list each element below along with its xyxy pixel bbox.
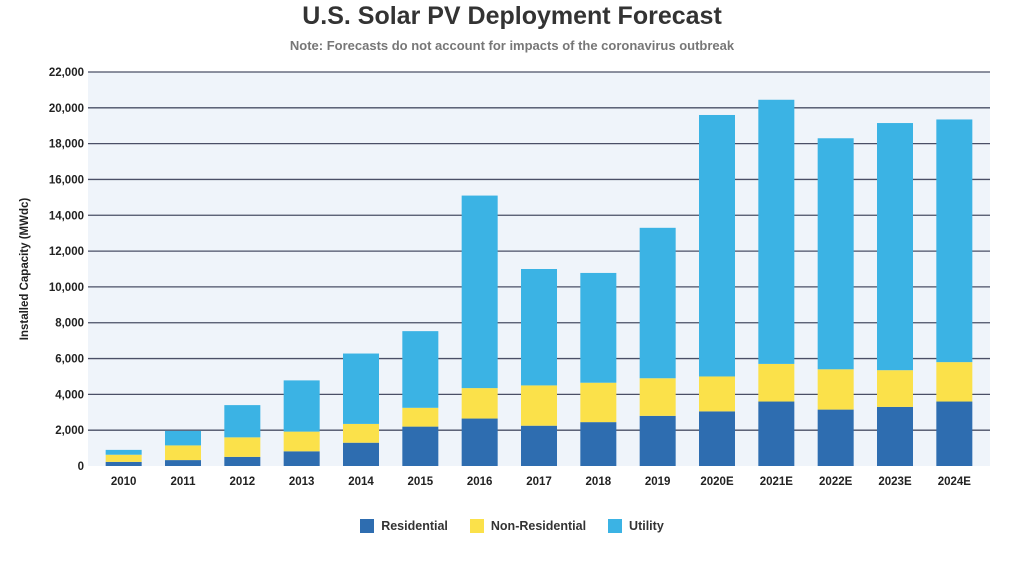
- y-tick-label: 8,000: [55, 318, 84, 330]
- bar-non-residential: [224, 437, 261, 457]
- legend-label: Non-Residential: [490, 519, 587, 533]
- bar-residential: [817, 409, 854, 466]
- bar-utility: [877, 123, 913, 371]
- bar-non-residential: [580, 382, 617, 423]
- x-tick-label: 2014: [348, 476, 374, 488]
- bar-utility: [343, 353, 379, 424]
- bar-residential: [165, 460, 201, 466]
- bar-residential: [877, 406, 913, 466]
- legend-item: Utility: [608, 519, 664, 533]
- bar-utility: [402, 331, 439, 408]
- bar-residential: [402, 426, 439, 466]
- bar-utility: [283, 380, 320, 432]
- bar-non-residential: [283, 431, 320, 452]
- y-tick-label: 16,000: [49, 174, 84, 186]
- bar-non-residential: [877, 370, 913, 407]
- bar-non-residential: [639, 378, 676, 416]
- x-tick-label: 2020E: [700, 476, 734, 488]
- bar-residential: [283, 451, 320, 466]
- x-tick-label: 2019: [645, 476, 671, 488]
- legend-item: Residential: [360, 519, 448, 533]
- bar-non-residential: [105, 454, 142, 462]
- y-tick-label: 6,000: [55, 354, 84, 366]
- x-tick-label: 2018: [586, 476, 612, 488]
- bar-residential: [936, 401, 973, 466]
- x-tick-label: 2022E: [819, 476, 853, 488]
- bar-residential: [461, 418, 498, 466]
- y-tick-label: 4,000: [55, 389, 84, 401]
- bar-utility: [580, 272, 617, 383]
- bar-non-residential: [165, 445, 201, 461]
- y-axis-label: Installed Capacity (MWdc): [19, 198, 31, 341]
- x-tick-label: 2023E: [878, 476, 912, 488]
- bar-non-residential: [402, 407, 439, 427]
- legend-swatch: [608, 519, 623, 533]
- y-tick-label: 14,000: [49, 210, 84, 222]
- legend-item: Non-Residential: [469, 519, 587, 533]
- bar-non-residential: [758, 363, 795, 402]
- bar-residential: [580, 422, 617, 466]
- y-tick-label: 20,000: [49, 103, 84, 115]
- x-tick-label: 2024E: [938, 476, 972, 488]
- bar-utility: [758, 99, 795, 364]
- bar-residential: [521, 425, 557, 466]
- x-tick-label: 2012: [230, 476, 256, 488]
- x-tick-label: 2016: [467, 476, 493, 488]
- y-tick-label: 12,000: [49, 246, 84, 258]
- bar-non-residential: [936, 362, 973, 402]
- y-tick-label: 22,000: [49, 67, 84, 79]
- bar-non-residential: [521, 385, 557, 426]
- bar-utility: [461, 195, 498, 389]
- bar-utility: [817, 138, 854, 370]
- x-tick-label: 2017: [526, 476, 552, 488]
- x-tick-label: 2021E: [760, 476, 794, 488]
- bar-non-residential: [699, 376, 735, 412]
- y-tick-label: 2,000: [55, 425, 84, 437]
- bar-utility: [521, 269, 557, 386]
- x-tick-label: 2011: [171, 476, 197, 488]
- legend-swatch: [360, 519, 375, 533]
- bar-residential: [343, 442, 379, 466]
- bar-residential: [758, 401, 795, 466]
- bar-utility: [639, 227, 676, 379]
- bar-utility: [936, 119, 973, 363]
- x-tick-label: 2010: [111, 476, 137, 488]
- legend-swatch: [469, 519, 484, 533]
- bar-residential: [224, 456, 261, 466]
- bar-non-residential: [343, 423, 379, 443]
- bar-residential: [105, 461, 142, 466]
- legend-label: Residential: [381, 519, 448, 533]
- bar-non-residential: [817, 369, 854, 410]
- bar-residential: [699, 411, 735, 466]
- legend: Residential Non-Residential Utility: [0, 519, 1024, 533]
- bar-utility: [165, 430, 201, 446]
- chart-subtitle: Note: Forecasts do not account for impac…: [289, 38, 735, 53]
- y-tick-label: 18,000: [49, 139, 84, 151]
- bar-utility: [105, 449, 142, 455]
- bar-residential: [639, 415, 676, 466]
- bar-utility: [699, 114, 735, 377]
- chart-title: U.S. Solar PV Deployment Forecast: [302, 2, 722, 30]
- x-tick-label: 2015: [408, 476, 434, 488]
- y-tick-label: 10,000: [49, 282, 84, 294]
- bar-utility: [224, 405, 261, 438]
- x-tick-label: 2013: [289, 476, 315, 488]
- bar-non-residential: [461, 388, 498, 419]
- legend-label: Utility: [629, 519, 664, 533]
- y-tick-label: 0: [78, 461, 84, 473]
